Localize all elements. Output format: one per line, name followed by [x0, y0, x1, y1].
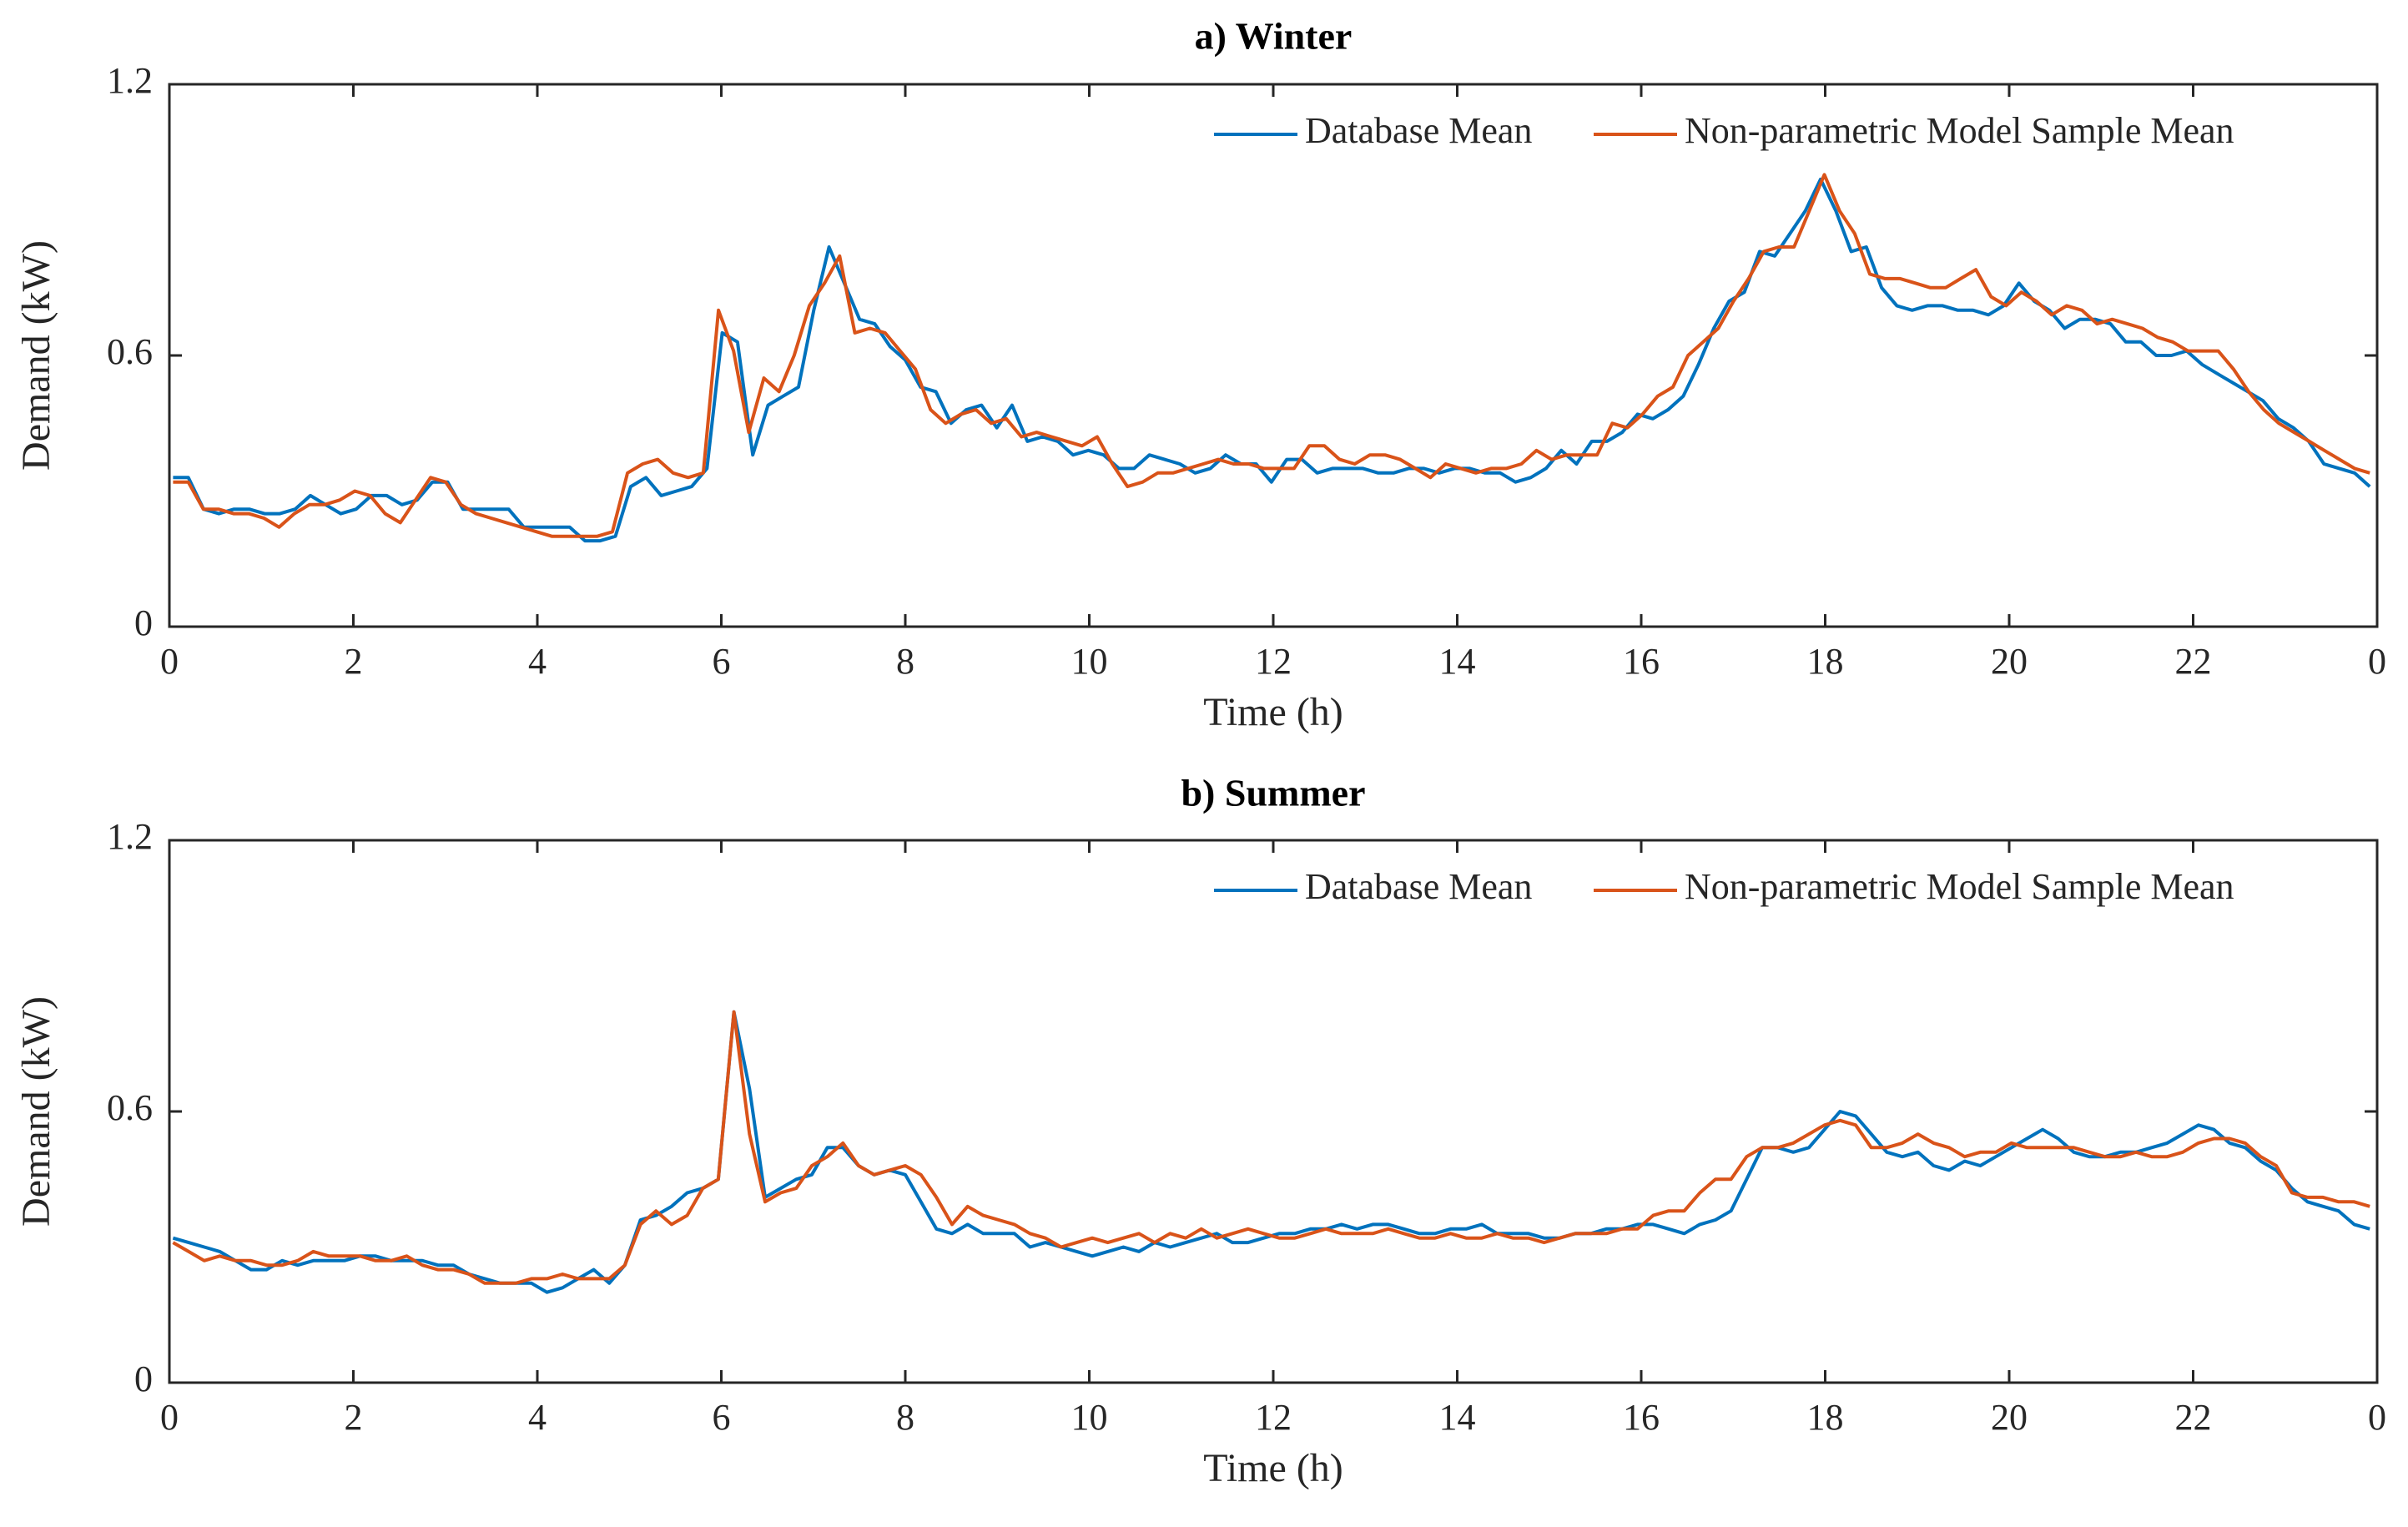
x-tick-label: 0: [160, 641, 179, 682]
x-tick-label: 10: [1071, 1397, 1108, 1438]
x-tick-label: 12: [1255, 1397, 1292, 1438]
chart-title: b) Summer: [1181, 772, 1365, 814]
legend-label-database-mean: Database Mean: [1305, 110, 1532, 151]
x-axis-label: Time (h): [1203, 690, 1343, 734]
x-tick-label: 2: [345, 641, 363, 682]
x-tick-label: 8: [896, 1397, 914, 1438]
y-tick-label: 0: [134, 602, 153, 643]
x-tick-label: 18: [1807, 641, 1844, 682]
y-tick-label: 0: [134, 1358, 153, 1399]
x-tick-label: 20: [1991, 1397, 2028, 1438]
series-line-model-sample-mean: [172, 1010, 2370, 1285]
x-tick-label: 20: [1991, 641, 2028, 682]
x-axis-label: Time (h): [1203, 1446, 1343, 1490]
x-tick-label: 10: [1071, 641, 1108, 682]
legend-label-model-sample-mean: Non-parametric Model Sample Mean: [1685, 110, 2234, 151]
x-tick-label: 22: [2175, 1397, 2212, 1438]
legend-label-model-sample-mean: Non-parametric Model Sample Mean: [1685, 866, 2234, 907]
x-tick-label: 18: [1807, 1397, 1844, 1438]
y-axis-label: Demand (kW): [14, 240, 58, 471]
plot-area: [168, 83, 2379, 628]
plot-area: [168, 839, 2379, 1384]
x-tick-label: 6: [713, 641, 731, 682]
y-tick-label: 1.2: [107, 60, 153, 101]
series-line-model-sample-mean: [173, 173, 2370, 538]
y-axis-label: Demand (kW): [14, 996, 58, 1227]
x-tick-label: 6: [713, 1397, 731, 1438]
x-tick-label: 4: [528, 1397, 547, 1438]
x-tick-label: 0: [2368, 641, 2386, 682]
x-tick-label: 4: [528, 641, 547, 682]
x-tick-label: 16: [1623, 1397, 1660, 1438]
x-tick-label: 14: [1439, 1397, 1476, 1438]
x-tick-label: 14: [1439, 641, 1476, 682]
y-tick-label: 0.6: [107, 331, 153, 372]
x-tick-label: 0: [160, 1397, 179, 1438]
x-tick-label: 2: [345, 1397, 363, 1438]
legend-label-database-mean: Database Mean: [1305, 866, 1532, 907]
x-tick-label: 12: [1255, 641, 1292, 682]
y-tick-label: 1.2: [107, 816, 153, 857]
x-tick-label: 16: [1623, 641, 1660, 682]
x-tick-label: 0: [2368, 1397, 2386, 1438]
chart-title: a) Winter: [1195, 15, 1353, 58]
x-tick-label: 22: [2175, 641, 2212, 682]
x-tick-label: 8: [896, 641, 914, 682]
y-tick-label: 0.6: [107, 1087, 153, 1128]
